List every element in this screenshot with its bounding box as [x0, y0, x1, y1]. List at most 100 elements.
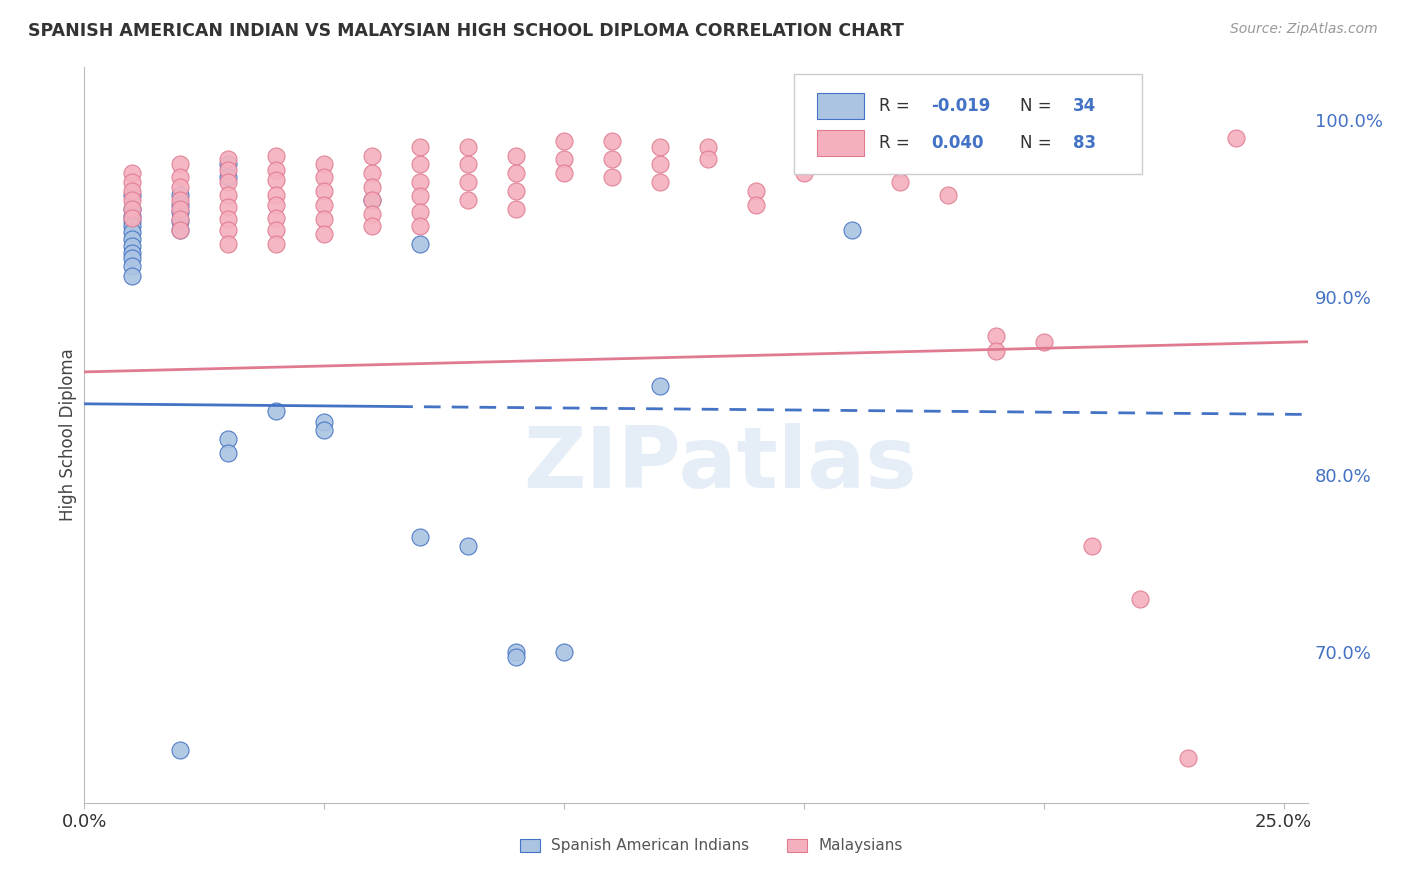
Point [648, 139, 671, 153]
Point [553, 152, 575, 166]
Point [169, 157, 191, 171]
Point [264, 211, 287, 225]
Point [169, 212, 191, 227]
Text: R =: R = [880, 134, 915, 152]
Point [793, 166, 815, 180]
Point [361, 207, 384, 221]
Point [1129, 591, 1152, 606]
Point [409, 175, 432, 189]
Point [217, 152, 239, 166]
Point [1080, 539, 1102, 553]
Text: 34: 34 [1073, 97, 1095, 115]
Point [314, 424, 336, 438]
FancyBboxPatch shape [817, 93, 863, 119]
Point [841, 223, 863, 237]
FancyBboxPatch shape [817, 130, 863, 155]
Point [121, 209, 143, 223]
Text: N =: N = [1021, 134, 1057, 152]
Point [121, 219, 143, 234]
Point [553, 166, 575, 180]
Point [121, 239, 143, 253]
Text: Source: ZipAtlas.com: Source: ZipAtlas.com [1230, 22, 1378, 37]
Point [264, 148, 287, 162]
Point [1225, 131, 1247, 145]
Point [505, 148, 527, 162]
Point [169, 193, 191, 207]
Point [648, 379, 671, 393]
Point [169, 202, 191, 216]
Point [217, 187, 239, 202]
FancyBboxPatch shape [794, 74, 1143, 174]
Point [314, 157, 336, 171]
Point [264, 162, 287, 177]
Point [121, 214, 143, 228]
Text: -0.019: -0.019 [931, 97, 990, 115]
Point [264, 237, 287, 252]
Point [169, 198, 191, 212]
Point [889, 175, 911, 189]
Point [457, 157, 479, 171]
Point [217, 237, 239, 252]
Point [314, 212, 336, 227]
Point [697, 139, 720, 153]
Point [314, 169, 336, 184]
Point [697, 152, 720, 166]
Point [314, 184, 336, 198]
Point [217, 169, 239, 184]
Point [264, 198, 287, 212]
Y-axis label: High School Diploma: High School Diploma [59, 349, 77, 521]
Point [121, 184, 143, 198]
Point [889, 161, 911, 175]
Point [169, 169, 191, 184]
Point [169, 205, 191, 219]
Point [121, 166, 143, 180]
Point [217, 212, 239, 227]
Point [121, 175, 143, 189]
Point [409, 237, 432, 252]
Point [1032, 334, 1054, 349]
Text: Spanish American Indians: Spanish American Indians [551, 838, 749, 853]
Point [409, 157, 432, 171]
Point [169, 742, 191, 756]
Point [936, 139, 959, 153]
Point [361, 166, 384, 180]
Point [409, 530, 432, 544]
Text: N =: N = [1021, 97, 1057, 115]
Point [600, 169, 623, 184]
Text: 0.040: 0.040 [931, 134, 983, 152]
Point [121, 193, 143, 207]
Point [169, 187, 191, 202]
Point [217, 200, 239, 214]
Point [121, 252, 143, 266]
Point [505, 650, 527, 665]
Point [169, 223, 191, 237]
Point [217, 446, 239, 460]
Point [553, 134, 575, 148]
Point [745, 184, 768, 198]
Point [121, 225, 143, 239]
Point [457, 539, 479, 553]
Point [264, 223, 287, 237]
Point [121, 187, 143, 202]
Text: SPANISH AMERICAN INDIAN VS MALAYSIAN HIGH SCHOOL DIPLOMA CORRELATION CHART: SPANISH AMERICAN INDIAN VS MALAYSIAN HIG… [28, 22, 904, 40]
Point [457, 139, 479, 153]
Point [553, 645, 575, 659]
Point [841, 131, 863, 145]
Point [264, 404, 287, 418]
Point [217, 432, 239, 446]
Text: Malaysians: Malaysians [818, 838, 903, 853]
Point [121, 202, 143, 216]
Point [936, 187, 959, 202]
Point [169, 214, 191, 228]
Point [264, 187, 287, 202]
Point [361, 148, 384, 162]
Point [457, 175, 479, 189]
Point [745, 198, 768, 212]
Point [984, 329, 1007, 343]
Point [648, 157, 671, 171]
Point [600, 152, 623, 166]
Text: 83: 83 [1073, 134, 1095, 152]
Point [409, 219, 432, 234]
Text: R =: R = [880, 97, 915, 115]
Point [169, 180, 191, 194]
